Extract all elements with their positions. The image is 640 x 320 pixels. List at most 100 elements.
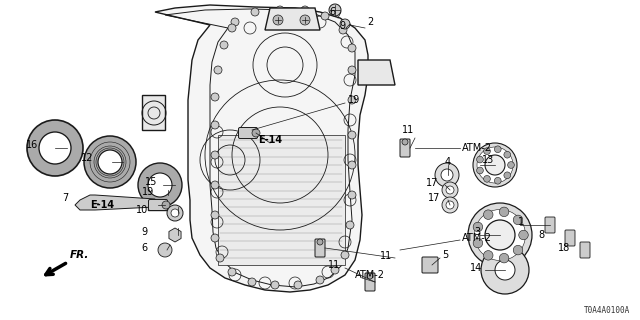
Text: 19: 19 bbox=[141, 187, 154, 197]
Circle shape bbox=[321, 12, 329, 20]
Circle shape bbox=[348, 161, 356, 169]
Circle shape bbox=[211, 181, 219, 189]
Circle shape bbox=[442, 197, 458, 213]
Text: 17: 17 bbox=[428, 193, 440, 203]
Circle shape bbox=[483, 210, 493, 220]
Text: T0A4A0100A: T0A4A0100A bbox=[584, 306, 630, 315]
Text: ATM-2: ATM-2 bbox=[462, 233, 492, 243]
Circle shape bbox=[158, 243, 172, 257]
Circle shape bbox=[216, 254, 224, 262]
Circle shape bbox=[231, 18, 239, 26]
Polygon shape bbox=[265, 8, 320, 30]
Circle shape bbox=[211, 121, 219, 129]
Circle shape bbox=[301, 6, 309, 14]
Circle shape bbox=[481, 246, 529, 294]
Text: 2: 2 bbox=[367, 17, 373, 27]
Circle shape bbox=[211, 151, 219, 159]
Circle shape bbox=[446, 201, 454, 209]
Bar bbox=[218, 135, 345, 265]
Circle shape bbox=[474, 210, 525, 260]
Circle shape bbox=[367, 273, 373, 279]
Circle shape bbox=[495, 146, 501, 153]
Circle shape bbox=[485, 155, 505, 175]
Circle shape bbox=[499, 253, 509, 263]
Circle shape bbox=[513, 245, 523, 255]
Circle shape bbox=[473, 143, 517, 187]
Circle shape bbox=[348, 66, 356, 74]
Circle shape bbox=[485, 220, 515, 250]
Circle shape bbox=[348, 96, 356, 104]
Text: 9: 9 bbox=[142, 227, 148, 237]
Circle shape bbox=[339, 26, 347, 34]
Circle shape bbox=[341, 251, 349, 259]
Circle shape bbox=[316, 276, 324, 284]
Circle shape bbox=[477, 167, 483, 174]
Circle shape bbox=[211, 211, 219, 219]
Circle shape bbox=[508, 162, 515, 168]
Circle shape bbox=[513, 215, 523, 225]
FancyBboxPatch shape bbox=[422, 257, 438, 273]
Circle shape bbox=[248, 278, 256, 286]
Circle shape bbox=[211, 234, 219, 242]
Polygon shape bbox=[155, 5, 368, 292]
Circle shape bbox=[483, 251, 493, 260]
Circle shape bbox=[252, 129, 260, 137]
Circle shape bbox=[228, 268, 236, 276]
Circle shape bbox=[468, 203, 532, 267]
Circle shape bbox=[340, 19, 350, 29]
Text: 17: 17 bbox=[426, 178, 438, 188]
Circle shape bbox=[273, 15, 283, 25]
Text: 11: 11 bbox=[380, 251, 392, 261]
Circle shape bbox=[294, 281, 302, 289]
Circle shape bbox=[228, 24, 236, 32]
Circle shape bbox=[484, 175, 490, 182]
Text: 12: 12 bbox=[81, 153, 93, 163]
Circle shape bbox=[317, 239, 323, 245]
Circle shape bbox=[348, 191, 356, 199]
FancyBboxPatch shape bbox=[315, 239, 325, 257]
Text: 13: 13 bbox=[482, 155, 494, 165]
Text: 9: 9 bbox=[339, 21, 345, 31]
Text: E-14: E-14 bbox=[258, 135, 282, 145]
Circle shape bbox=[473, 238, 483, 248]
Circle shape bbox=[271, 281, 279, 289]
Text: 6: 6 bbox=[329, 7, 335, 17]
FancyBboxPatch shape bbox=[365, 273, 375, 291]
Text: 5: 5 bbox=[442, 250, 448, 260]
Circle shape bbox=[504, 151, 511, 158]
Circle shape bbox=[148, 173, 172, 197]
Circle shape bbox=[346, 221, 354, 229]
Text: 10: 10 bbox=[136, 205, 148, 215]
Circle shape bbox=[211, 93, 219, 101]
Circle shape bbox=[348, 131, 356, 139]
Text: 1: 1 bbox=[518, 217, 524, 227]
FancyBboxPatch shape bbox=[545, 217, 555, 233]
Circle shape bbox=[214, 66, 222, 74]
Circle shape bbox=[300, 15, 310, 25]
Text: 16: 16 bbox=[26, 140, 38, 150]
Circle shape bbox=[220, 41, 228, 49]
FancyBboxPatch shape bbox=[400, 139, 410, 157]
Text: 18: 18 bbox=[558, 243, 570, 253]
Circle shape bbox=[499, 207, 509, 217]
Text: ATM-2: ATM-2 bbox=[462, 143, 492, 153]
Circle shape bbox=[504, 172, 511, 179]
Circle shape bbox=[484, 148, 490, 155]
Text: 3: 3 bbox=[474, 227, 480, 237]
Text: 14: 14 bbox=[470, 263, 482, 273]
Text: ATM-2: ATM-2 bbox=[355, 270, 385, 280]
FancyBboxPatch shape bbox=[580, 242, 590, 258]
Circle shape bbox=[495, 177, 501, 184]
Circle shape bbox=[251, 8, 259, 16]
Text: FR.: FR. bbox=[70, 250, 90, 260]
Text: 7: 7 bbox=[61, 193, 68, 203]
Circle shape bbox=[473, 222, 483, 232]
Circle shape bbox=[84, 136, 136, 188]
Text: 11: 11 bbox=[328, 260, 340, 270]
Text: 15: 15 bbox=[145, 177, 157, 187]
Polygon shape bbox=[358, 60, 395, 85]
Circle shape bbox=[162, 201, 170, 209]
Text: 11: 11 bbox=[402, 125, 414, 135]
Circle shape bbox=[167, 205, 183, 221]
Circle shape bbox=[442, 182, 458, 198]
